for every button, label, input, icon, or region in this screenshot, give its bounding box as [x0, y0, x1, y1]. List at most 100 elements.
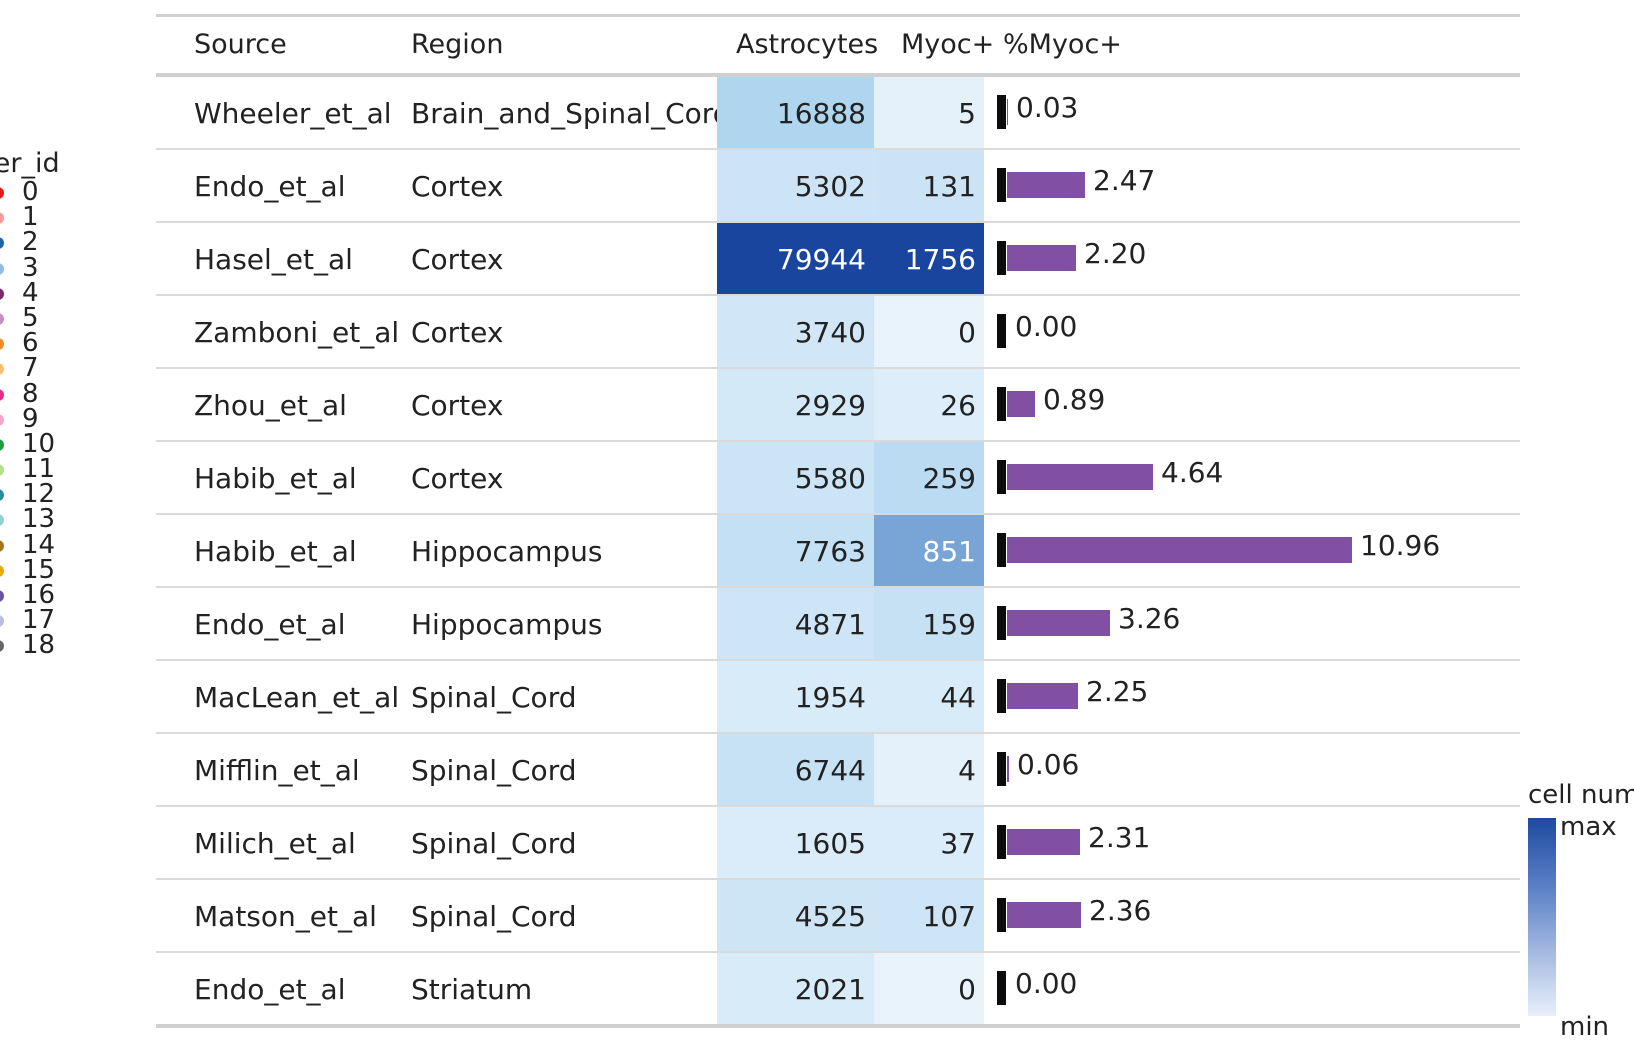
- legend-item: 11: [0, 454, 102, 485]
- cell-region: Spinal_Cord: [411, 681, 577, 714]
- pct-baseline-mark: [997, 168, 1006, 202]
- astrocytes-value: 6744: [794, 754, 866, 787]
- table-row: Endo_et_al Hippocampus 4871 159 3.26: [156, 588, 1520, 661]
- legend-dot: [0, 590, 4, 602]
- legend-label: 0: [22, 177, 39, 207]
- legend-label: 6: [22, 328, 39, 359]
- scale-min-label: min: [1560, 1012, 1610, 1042]
- pct-label: 0.00: [1015, 310, 1078, 343]
- myoc-value: 159: [922, 608, 976, 641]
- cell-myoc: 851: [874, 515, 984, 586]
- cell-source: Zhou_et_al: [194, 389, 347, 422]
- myoc-value: 37: [940, 827, 976, 860]
- cell-source: Zamboni_et_al: [194, 316, 400, 349]
- cell-myoc: 37: [874, 807, 984, 878]
- myoc-value: 851: [922, 535, 976, 568]
- cell-source: Hasel_et_al: [194, 243, 353, 276]
- cell-myoc: 1756: [874, 223, 984, 294]
- cell-region: Cortex: [411, 170, 504, 203]
- legend-dot: [0, 413, 4, 426]
- pct-baseline-mark: [997, 679, 1006, 713]
- legend-item: 3: [0, 255, 102, 281]
- cell-region: Cortex: [411, 462, 504, 495]
- cell-source: Habib_et_al: [194, 462, 357, 495]
- legend-dot: [0, 489, 4, 502]
- legend-dot: [0, 539, 4, 552]
- color-scale-legend: cell num max min: [1528, 780, 1634, 1046]
- cell-myoc: 26: [874, 369, 984, 440]
- cell-myoc: 0: [874, 296, 984, 367]
- legend-label: 17: [22, 605, 56, 636]
- astrocytes-value: 5302: [794, 170, 866, 203]
- pct-label: 0.06: [1017, 748, 1080, 781]
- legend-label: 9: [22, 403, 39, 434]
- myoc-value: 107: [922, 900, 976, 933]
- legend-dot: [0, 363, 4, 376]
- legend-dot: [0, 287, 4, 300]
- cell-astrocytes: 7763: [717, 515, 874, 586]
- legend-item: 17: [0, 605, 102, 636]
- cell-myoc: 259: [874, 442, 984, 513]
- myoc-value: 26: [940, 389, 976, 422]
- cell-astrocytes: 6744: [717, 734, 874, 805]
- astrocytes-value: 16888: [776, 97, 866, 130]
- astrocytes-value: 3740: [794, 316, 866, 349]
- legend-dot: [0, 237, 4, 250]
- cell-source: Endo_et_al: [194, 170, 346, 203]
- pct-baseline-mark: [997, 971, 1006, 1005]
- legend-item: 4: [0, 277, 102, 308]
- cell-source: Milich_et_al: [194, 827, 356, 860]
- cell-region: Spinal_Cord: [411, 827, 577, 860]
- legend-dot: [0, 187, 4, 199]
- cell-myoc: 159: [874, 588, 984, 659]
- cell-astrocytes: 5580: [717, 442, 874, 513]
- pct-label: 0.03: [1016, 91, 1079, 124]
- myoc-value: 0: [958, 316, 976, 349]
- legend-item: 18: [0, 632, 102, 658]
- cell-source: Endo_et_al: [194, 973, 346, 1006]
- header-astrocytes: Astrocytes: [736, 29, 879, 60]
- pct-baseline-mark: [997, 241, 1006, 275]
- legend-item: 5: [0, 305, 102, 331]
- table-row: Milich_et_al Spinal_Cord 1605 37 2.31: [156, 807, 1520, 880]
- pct-bar: [1007, 391, 1035, 417]
- table-row: Habib_et_al Cortex 5580 259 4.64: [156, 442, 1520, 515]
- cell-myoc: 107: [874, 880, 984, 951]
- data-table: Source Region Astrocytes Myoc+ %Myoc+ Wh…: [156, 14, 1520, 1028]
- table-row: Mifflin_et_al Spinal_Cord 6744 4 0.06: [156, 734, 1520, 807]
- astrocytes-value: 79944: [776, 243, 866, 276]
- header-myoc: Myoc+: [901, 29, 995, 60]
- legend-item: 9: [0, 403, 102, 434]
- legend-dot: [0, 564, 4, 577]
- cell-source: Wheeler_et_al: [194, 97, 392, 130]
- pct-bar: [1007, 99, 1008, 125]
- cell-myoc: 44: [874, 661, 984, 732]
- pct-baseline-mark: [997, 606, 1006, 640]
- scale-max-label: max: [1560, 812, 1617, 842]
- legend-items: 0 1 2 3 4 5 6 7 8 9 10 11 12 13 14 15 16 17 18: [0, 177, 102, 659]
- legend-dot: [0, 262, 4, 275]
- cell-source: MacLean_et_al: [194, 681, 400, 714]
- myoc-value: 5: [958, 97, 976, 130]
- legend-label: 4: [22, 277, 39, 308]
- myoc-value: 1756: [904, 243, 976, 276]
- cell-astrocytes: 3740: [717, 296, 874, 367]
- myoc-value: 259: [922, 462, 976, 495]
- cell-astrocytes: 16888: [717, 77, 874, 148]
- legend-label: 11: [22, 454, 56, 485]
- pct-baseline-mark: [997, 95, 1006, 129]
- table-row: Endo_et_al Cortex 5302 131 2.47: [156, 150, 1520, 223]
- cell-region: Cortex: [411, 243, 504, 276]
- cell-myoc: 4: [874, 734, 984, 805]
- legend-dot: [0, 212, 4, 225]
- legend-label: 13: [22, 504, 56, 535]
- cell-region: Cortex: [411, 389, 504, 422]
- legend-item: 15: [0, 557, 102, 583]
- table-row: Habib_et_al Hippocampus 7763 851 10.96: [156, 515, 1520, 588]
- pct-label: 2.31: [1088, 821, 1151, 854]
- pct-label: 2.36: [1089, 894, 1152, 927]
- pct-bar: [1007, 756, 1009, 782]
- legend-label: 2: [22, 227, 39, 258]
- pct-bar: [1007, 610, 1110, 636]
